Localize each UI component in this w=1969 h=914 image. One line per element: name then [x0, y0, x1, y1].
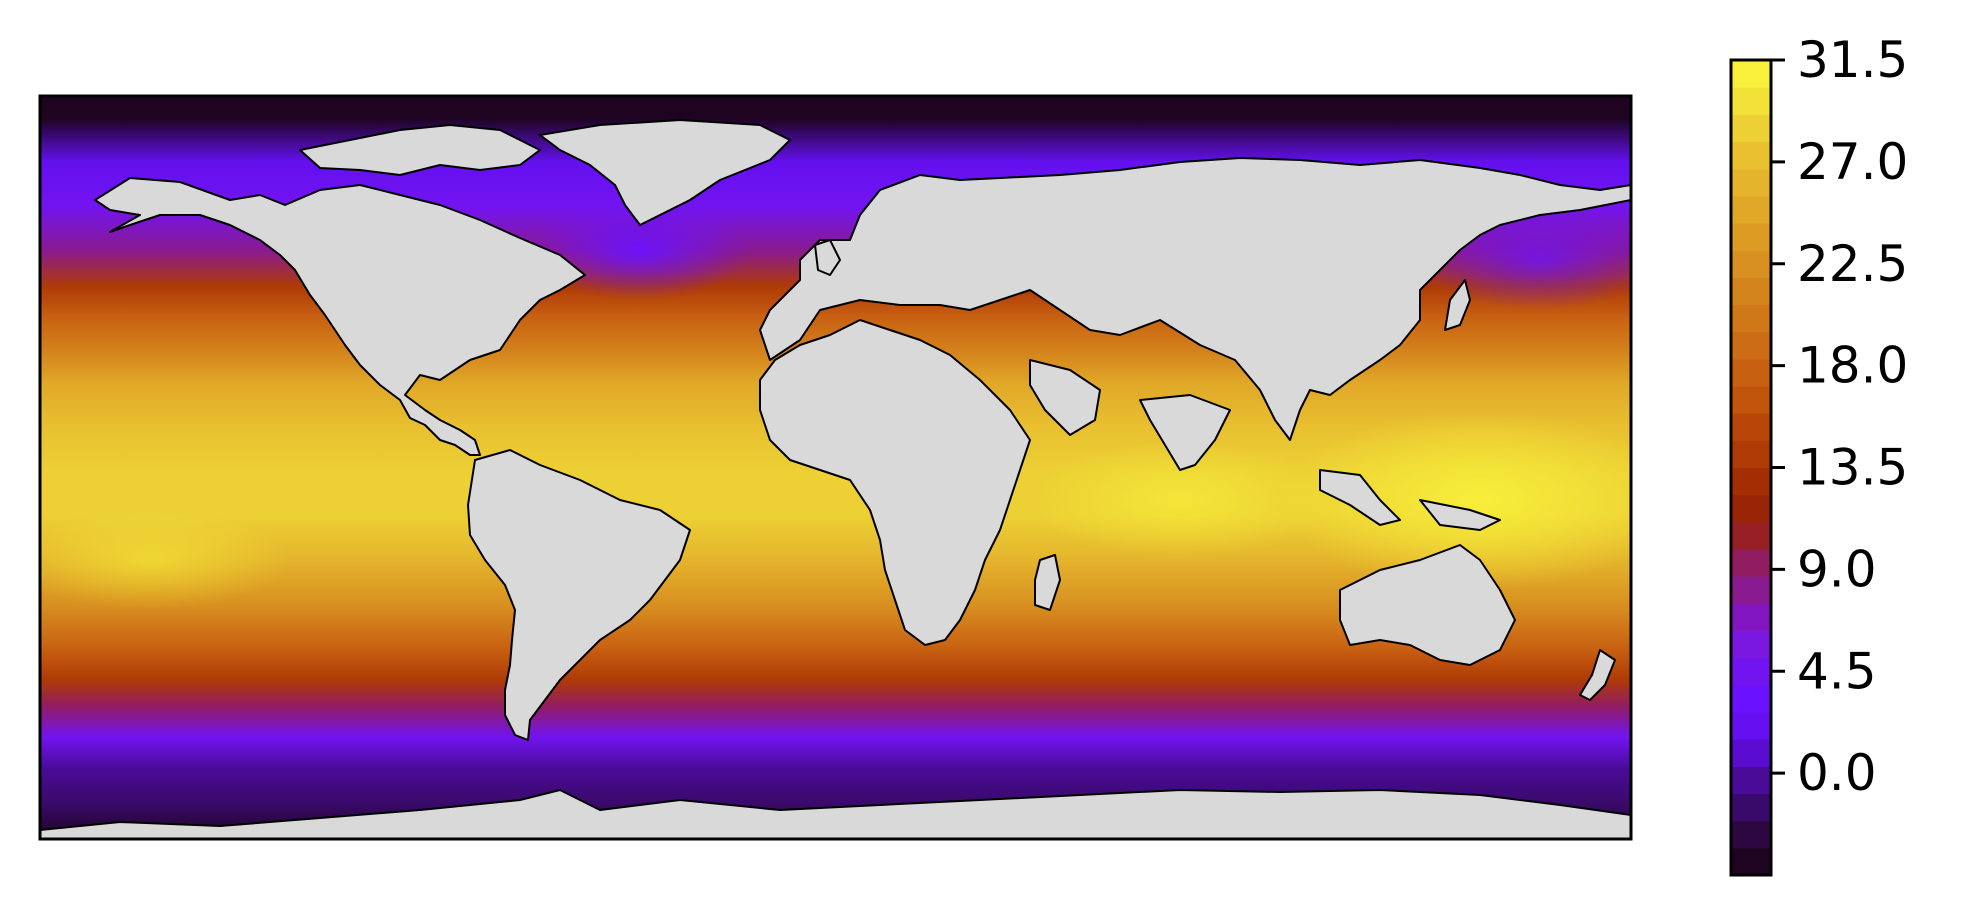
colorbar-band	[1731, 712, 1771, 740]
colorbar-band	[1731, 331, 1771, 360]
colorbar-band	[1731, 141, 1771, 170]
colorbar-bands	[1731, 60, 1771, 876]
land-masses	[40, 119, 1631, 839]
map-plot-area	[40, 96, 1631, 839]
colorbar-band	[1731, 847, 1771, 876]
colorbar-tick-label: 4.5	[1797, 642, 1877, 700]
india	[1139, 394, 1231, 471]
colorbar-band	[1731, 793, 1771, 822]
british-isles	[814, 239, 841, 276]
colorbar-band	[1731, 277, 1771, 306]
colorbar: 0.0 4.5 9.0 13.5 18.0 22.5 27.0 31.5	[1729, 31, 1908, 877]
colorbar-band	[1731, 549, 1771, 577]
east-pacific-warm-band	[40, 510, 290, 610]
colorbar-band	[1731, 684, 1771, 713]
colorbar-ticks: 0.0 4.5 9.0 13.5 18.0 22.5 27.0 31.5	[1771, 31, 1908, 802]
australia	[1339, 544, 1516, 666]
africa-eurasia	[759, 157, 1631, 646]
colorbar-band	[1731, 358, 1771, 387]
antarctica	[40, 789, 1631, 839]
colorbar-band	[1731, 739, 1771, 767]
colorbar-band	[1731, 304, 1771, 333]
colorbar-band	[1731, 413, 1771, 441]
colorbar-band	[1731, 87, 1771, 115]
madagascar	[1034, 554, 1061, 611]
colorbar-band	[1731, 223, 1771, 251]
colorbar-band	[1731, 250, 1771, 278]
map-frame	[38, 94, 1633, 841]
colorbar-tick-label: 9.0	[1797, 540, 1877, 598]
colorbar-band	[1731, 168, 1771, 197]
colorbar-band	[1731, 60, 1771, 88]
indian-ocean-warm-pool	[1030, 440, 1330, 560]
colorbar-band	[1731, 657, 1771, 686]
new-zealand	[1579, 649, 1616, 701]
north-america	[94, 177, 586, 456]
colorbar-band	[1731, 603, 1771, 632]
colorbar-band	[1731, 386, 1771, 414]
colorbar-band	[1731, 820, 1771, 849]
maritime-southeast-asia	[1319, 469, 1501, 531]
colorbar-band	[1731, 195, 1771, 224]
west-pacific-warm-pool	[1280, 410, 1631, 590]
colorbar-band	[1731, 467, 1771, 496]
colorbar-band	[1731, 521, 1771, 550]
colorbar-band	[1731, 114, 1771, 143]
japan	[1444, 279, 1471, 331]
colorbar-tick-label: 0.0	[1797, 744, 1877, 802]
colorbar-band	[1731, 576, 1771, 604]
south-america	[467, 449, 691, 741]
colorbar-tick-label: 27.0	[1797, 133, 1908, 191]
colorbar-tick-label: 22.5	[1797, 235, 1908, 293]
canadian-archipelago	[299, 124, 541, 176]
colorbar-band	[1731, 766, 1771, 795]
map-axes	[38, 94, 1633, 841]
colorbar-tick-label: 13.5	[1797, 439, 1908, 497]
arabian-peninsula	[1029, 359, 1101, 436]
colorbar-tick-label: 31.5	[1797, 31, 1908, 89]
colorbar-band	[1731, 494, 1771, 523]
colorbar-tick-label: 18.0	[1797, 337, 1908, 395]
colorbar-band	[1731, 630, 1771, 659]
colorbar-band	[1731, 440, 1771, 469]
greenland	[539, 119, 791, 226]
